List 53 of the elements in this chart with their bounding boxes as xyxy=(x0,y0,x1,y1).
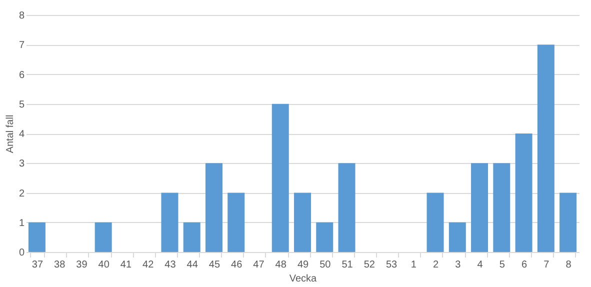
bar xyxy=(316,222,334,252)
bar xyxy=(560,192,577,252)
x-tick-label: 4 xyxy=(477,260,484,270)
y-axis-title: Antal fall xyxy=(4,114,16,154)
y-tick-label: 4 xyxy=(18,129,25,140)
x-tick-label: 45 xyxy=(208,260,220,270)
x-tick-label: 48 xyxy=(275,260,287,270)
x-tick-label: 8 xyxy=(566,260,572,270)
x-tick-label: 50 xyxy=(320,260,332,270)
x-tick-label: 41 xyxy=(120,260,132,270)
y-tick-label: 0 xyxy=(18,248,25,258)
x-tick-label: 44 xyxy=(186,260,198,270)
x-tick-label: 40 xyxy=(98,260,110,270)
y-tick-label: 1 xyxy=(18,218,25,229)
bar xyxy=(338,163,356,252)
x-tick-label: 5 xyxy=(499,260,506,270)
bar xyxy=(537,44,554,252)
x-tick-label: 49 xyxy=(297,260,309,270)
x-tick-label: 6 xyxy=(522,260,528,270)
bar xyxy=(471,163,488,252)
x-tick-label: 53 xyxy=(386,260,398,270)
y-tick-label: 3 xyxy=(18,158,25,170)
bar xyxy=(515,134,532,252)
bar xyxy=(448,222,466,252)
x-tick-label: 7 xyxy=(544,260,550,270)
x-tick-label: 52 xyxy=(364,260,376,270)
bar xyxy=(426,192,444,252)
bar xyxy=(183,222,200,252)
x-tick-label: 3 xyxy=(455,260,462,270)
x-tick-label: 39 xyxy=(76,260,88,270)
y-tick-label: 5 xyxy=(18,99,25,110)
y-tick-label: 7 xyxy=(18,40,25,52)
x-tick-label: 2 xyxy=(432,260,439,270)
y-tick-label: 6 xyxy=(18,70,25,81)
x-tick-label: 47 xyxy=(253,260,265,270)
x-axis-title: Vecka xyxy=(289,274,318,284)
bar xyxy=(28,222,46,252)
bar xyxy=(272,104,289,252)
x-tick-label: 42 xyxy=(142,260,154,270)
bar xyxy=(493,163,510,252)
x-tick-label: 37 xyxy=(32,260,44,270)
y-tick-label: 8 xyxy=(18,10,25,22)
x-tick-label: 38 xyxy=(54,260,66,270)
x-tick-label: 51 xyxy=(342,260,354,270)
y-tick-label: 2 xyxy=(18,188,25,200)
x-tick-label: 46 xyxy=(231,260,243,270)
x-tick-label: 1 xyxy=(410,260,417,270)
x-tick-label: 43 xyxy=(164,260,176,270)
bar xyxy=(161,192,178,252)
bar xyxy=(94,222,112,252)
bar xyxy=(294,192,311,252)
bar xyxy=(205,163,222,252)
bar xyxy=(228,192,245,252)
